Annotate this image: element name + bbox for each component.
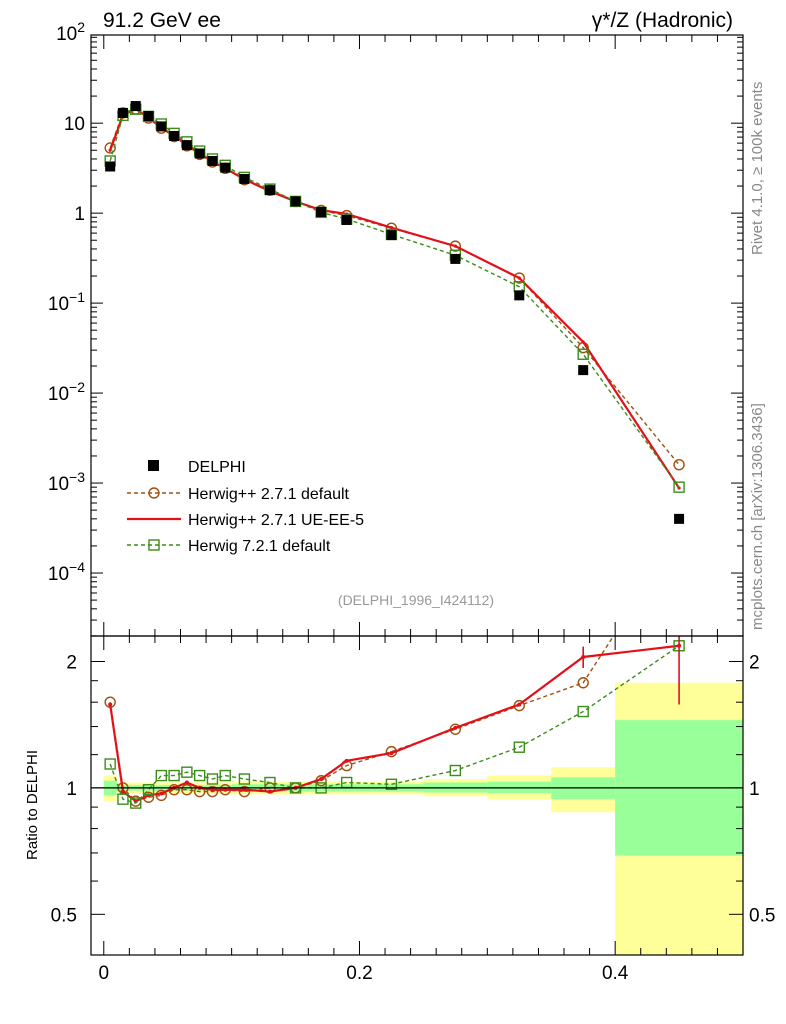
ratio-point-herwig-7-2-1-default [181,766,193,778]
ratio-point-herwig-2-7-1-ue-ee-5 [210,787,215,792]
ratio-point-herwig-2-7-1-default [155,789,168,802]
main-point-delphi [450,253,461,264]
legend-label-herwig-ueee5: Herwig++ 2.7.1 UE-EE-5 [188,512,364,529]
legend: DELPHI Herwig++ 2.7.1 default Herwig++ 2… [127,459,364,555]
ratio-ytick-label: 0.5 [51,905,77,926]
ratio-ytick-label-right: 0.5 [749,905,775,926]
ratio-point-herwig-2-7-1-default [577,677,589,689]
ratio-point-herwig-2-7-1-ue-ee-5 [223,787,228,792]
main-point-delphi [290,196,301,207]
ratio-point-herwig-2-7-1-default [206,785,219,798]
main-point-herwig-2-7-1-ue-ee-5 [108,148,112,152]
main-point-delphi [674,513,685,524]
main-point-delphi [105,161,116,172]
ratio-ytick-label: 2 [66,652,77,673]
ratio-point-herwig-2-7-1-default [238,785,251,798]
main-point-herwig-2-7-1-default [104,142,116,154]
ratio-point-herwig-2-7-1-ue-ee-5 [108,702,113,707]
ratio-series-group [104,636,685,809]
legend-marker-herwig-default [148,487,160,499]
main-point-herwig-2-7-1-ue-ee-5 [453,244,457,248]
main-point-delphi [181,140,192,151]
main-point-delphi [130,101,141,112]
main-point-delphi [220,162,231,173]
mcplots-source-label: mcplots.cern.ch [arXiv:1306.3436] [749,403,766,630]
ratio-point-herwig-7-2-1-default [117,793,129,805]
main-ytick-label: 10−3 [48,469,85,495]
ratio-ylabel: Ratio to DELPHI [24,750,41,860]
ratio-point-herwig-2-7-1-ue-ee-5 [120,789,125,794]
main-ytick-label: 1 [74,204,85,225]
ratio-point-herwig-2-7-1-ue-ee-5 [389,751,394,756]
main-point-delphi [386,230,397,241]
ratio-plot-frame [90,635,744,956]
ratio-point-herwig-7-2-1-default [168,769,180,782]
ratio-point-herwig-7-2-1-default [193,769,206,782]
rivet-version-label: Rivet 4.1.0, ≥ 100k events [749,82,766,255]
ratio-point-herwig-2-7-1-ue-ee-5 [344,758,349,763]
legend-label-delphi: DELPHI [188,459,246,476]
main-point-delphi [264,185,275,196]
legend-marker-herwig7 [148,539,160,551]
main-point-herwig-7-2-1-default [673,481,685,493]
ratio-ytick-label: 1 [66,779,77,800]
right-title: γ*/Z (Hadronic) [592,9,733,32]
ratio-point-herwig-2-7-1-ue-ee-5 [184,780,189,785]
ratio-point-herwig-7-2-1-default [385,778,398,790]
ratio-point-herwig-2-7-1-ue-ee-5 [319,776,324,781]
main-point-delphi [341,214,352,225]
main-point-delphi [207,155,218,166]
main-point-delphi [514,290,525,301]
main-point-herwig-2-7-1-ue-ee-5 [517,276,521,280]
main-point-herwig-2-7-1-default [449,240,462,252]
main-point-herwig-2-7-1-default [513,272,525,284]
ratio-point-herwig-7-2-1-default [577,705,589,718]
legend-marker-delphi [148,460,159,471]
ratio-ytick-label-right: 1 [749,779,760,800]
main-point-delphi [117,107,128,118]
ratio-point-herwig-2-7-1-ue-ee-5 [267,789,272,794]
ratio-point-herwig-2-7-1-ue-ee-5 [453,725,458,730]
analysis-id: (DELPHI_1996_I424112) [338,592,494,608]
ratio-xtick-label: 0 [98,963,109,984]
ratio-point-herwig-7-2-1-default [219,769,231,782]
ratio-point-herwig-7-2-1-default [142,784,155,796]
main-ytick-label: 10−4 [48,559,85,585]
ratio-point-herwig-2-7-1-ue-ee-5 [159,791,164,796]
main-point-herwig-2-7-1-ue-ee-5 [581,340,585,344]
ratio-point-herwig-7-2-1-default [206,773,219,785]
ratio-xtick-label: 0.4 [602,963,629,984]
ratio-point-herwig-7-2-1-default [513,741,525,753]
main-point-herwig-2-7-1-ue-ee-5 [389,226,394,230]
ratio-point-herwig-7-2-1-default [449,764,462,777]
main-point-delphi [578,365,589,376]
legend-label-herwig-default: Herwig++ 2.7.1 default [188,486,350,503]
main-point-herwig-2-7-1-default [673,458,685,471]
main-point-delphi [239,173,250,184]
main-ytick-label: 102 [56,19,85,45]
main-point-delphi [143,111,154,122]
ratio-point-herwig-2-7-1-ue-ee-5 [517,702,522,707]
main-ytick-label: 10−2 [48,379,85,405]
ratio-point-herwig-7-2-1-default [238,773,251,785]
ratio-point-herwig-7-2-1-default [130,797,142,809]
main-ytick-label: 10 [64,114,85,135]
ratio-point-herwig-2-7-1-default [181,784,193,796]
ratio-ytick-label-right: 2 [749,652,760,673]
main-ytick-label: 10−1 [48,289,85,315]
main-point-delphi [194,148,205,159]
ratio-point-herwig-7-2-1-default [104,758,116,770]
main-point-herwig-7-2-1-default [577,348,589,360]
main-point-delphi [169,131,180,142]
ratio-xtick-label: 0.2 [346,963,372,984]
ratio-point-herwig-2-7-1-ue-ee-5 [242,787,247,792]
legend-label-herwig7: Herwig 7.2.1 default [188,538,331,555]
main-point-delphi [156,121,167,132]
left-title: 91.2 GeV ee [103,9,221,32]
main-point-delphi [316,206,327,217]
ratio-point-herwig-7-2-1-default [155,769,168,782]
